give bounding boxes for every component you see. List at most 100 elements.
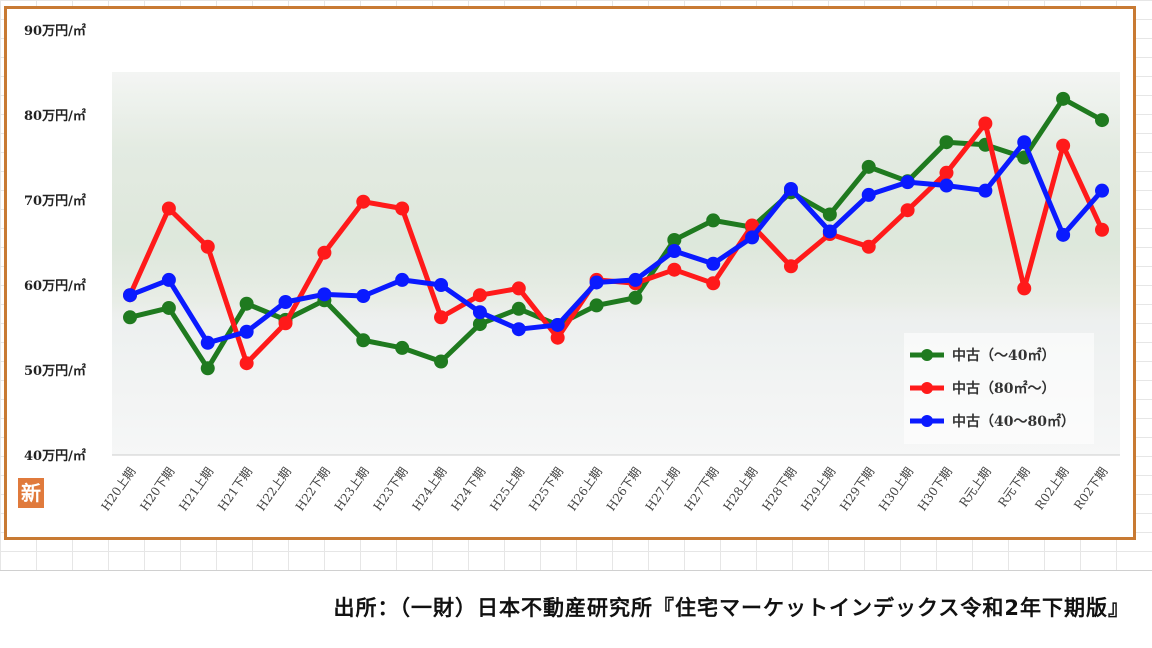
x-tick-label: H25上期: [487, 465, 527, 514]
data-point: [200, 239, 215, 254]
data-point: [667, 244, 682, 258]
x-tick-label: H27上期: [643, 465, 683, 514]
data-point: [745, 230, 760, 245]
data-point: [1056, 138, 1071, 153]
data-point: [200, 335, 215, 350]
series-line-1: [127, 96, 1105, 371]
data-point: [822, 224, 837, 239]
x-tick-label: H27下期: [682, 465, 722, 514]
data-point: [822, 207, 837, 222]
data-point: [123, 310, 137, 325]
data-point: [472, 317, 487, 332]
x-tick-label: H23下期: [371, 465, 411, 514]
x-tick-label: R02下期: [1071, 465, 1110, 513]
legend-label: 中古（～40㎡）: [952, 347, 1055, 364]
data-point: [900, 175, 915, 190]
data-point: [589, 298, 604, 313]
data-point: [161, 300, 176, 315]
x-tick-label: H22下期: [293, 465, 333, 514]
x-tick-label: H20下期: [137, 465, 177, 514]
data-point: [200, 361, 215, 376]
y-tick-label: 90万円/㎡: [24, 23, 86, 39]
legend-marker: [921, 382, 933, 394]
data-point: [783, 259, 798, 274]
data-point: [434, 310, 449, 325]
data-point: [706, 213, 721, 228]
x-tick-label: H29下期: [837, 465, 877, 514]
x-tick-label: H25下期: [526, 465, 566, 514]
data-point: [472, 305, 487, 320]
data-point: [589, 275, 604, 290]
new-badge-icon: 新: [18, 478, 44, 508]
series-line-3: [127, 139, 1105, 346]
data-point: [1095, 222, 1109, 237]
x-tick-label: H23上期: [332, 465, 372, 514]
data-point: [278, 316, 293, 331]
x-tick-label: R02上期: [1032, 465, 1071, 513]
data-point: [395, 272, 410, 287]
data-point: [978, 116, 993, 131]
data-point: [628, 272, 643, 287]
x-tick-label: H30上期: [876, 465, 916, 514]
x-tick-label: H21下期: [215, 465, 255, 514]
data-point: [861, 187, 876, 202]
data-point: [161, 201, 176, 216]
y-tick-label: 60万円/㎡: [24, 278, 86, 294]
legend-label: 中古（40～80㎡）: [952, 413, 1075, 430]
data-point: [900, 203, 915, 218]
data-point: [939, 135, 954, 150]
legend-marker: [921, 349, 933, 361]
data-point: [1095, 183, 1109, 198]
data-point: [278, 295, 293, 309]
x-tick-label: R元下期: [995, 465, 1032, 510]
y-tick-label: 80万円/㎡: [24, 108, 86, 124]
data-point: [939, 178, 954, 193]
series-line-2: [127, 121, 1105, 366]
x-tick-label: H22上期: [254, 465, 294, 514]
x-tick-label: H21上期: [176, 465, 216, 514]
data-point: [939, 165, 954, 180]
data-point: [511, 281, 526, 296]
data-point: [745, 218, 760, 233]
data-point: [1056, 227, 1071, 242]
data-point: [434, 354, 449, 369]
data-point: [239, 324, 254, 339]
x-tick-label: H20上期: [98, 465, 138, 514]
data-point: [1017, 281, 1032, 296]
data-point: [239, 296, 254, 311]
data-point: [434, 278, 449, 292]
data-point: [861, 239, 876, 254]
data-point: [161, 272, 176, 287]
x-tick-label: H29上期: [798, 465, 838, 514]
x-tick-label: H26下期: [604, 465, 644, 514]
data-point: [511, 301, 526, 316]
x-tick-label: H24上期: [409, 465, 449, 514]
data-point: [667, 262, 682, 277]
data-point: [628, 290, 643, 305]
y-tick-label: 70万円/㎡: [24, 193, 86, 209]
data-point: [1017, 135, 1032, 150]
data-point: [706, 276, 721, 291]
x-tick-label: H30下期: [915, 465, 955, 514]
data-point: [1056, 91, 1071, 106]
data-point: [511, 322, 526, 337]
x-tick-label: H26上期: [565, 465, 605, 514]
legend-marker: [921, 415, 933, 427]
data-point: [861, 159, 876, 174]
x-tick-label: H28下期: [759, 465, 799, 514]
data-point: [550, 317, 565, 332]
y-tick-label: 50万円/㎡: [24, 363, 86, 379]
data-point: [978, 183, 993, 198]
divider: [0, 570, 1152, 571]
data-point: [472, 288, 487, 303]
data-point: [395, 201, 410, 216]
source-note: 出所：（一財）日本不動産研究所『住宅マーケットインデックス令和2年下期版』: [333, 596, 1130, 620]
x-tick-label: H28上期: [721, 465, 761, 514]
data-point: [317, 287, 332, 302]
data-point: [123, 288, 137, 303]
data-point: [239, 356, 254, 371]
x-tick-label: H24下期: [448, 465, 488, 514]
data-point: [1095, 113, 1109, 128]
data-point: [706, 256, 721, 271]
data-point: [395, 340, 410, 355]
